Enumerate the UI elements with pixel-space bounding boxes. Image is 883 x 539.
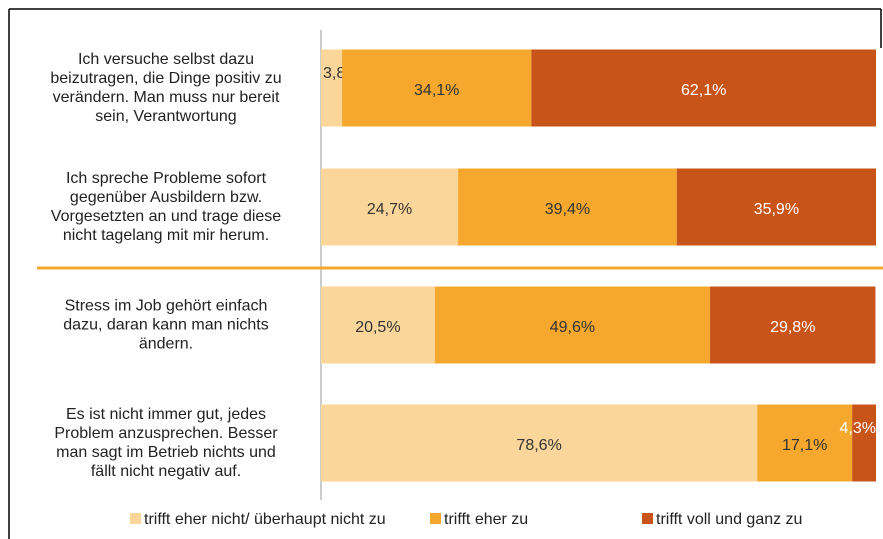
- value-label: 24,7%: [367, 201, 412, 218]
- value-label: 34,1%: [414, 82, 459, 99]
- category-label: Ich spreche Probleme sofort gegenüber Au…: [50, 170, 282, 244]
- value-label: 78,6%: [516, 437, 561, 454]
- value-label: 35,9%: [754, 201, 799, 218]
- legend-label: trifft eher nicht/ überhaupt nicht zu: [144, 511, 386, 528]
- bar-segment: [321, 404, 758, 482]
- value-label: 20,5%: [355, 319, 400, 336]
- category-label: Es ist nicht immer gut, jedes Problem an…: [54, 406, 278, 480]
- legend-swatch: [642, 513, 653, 524]
- value-label: 4,3%: [840, 420, 876, 437]
- bar-segment: [321, 49, 343, 127]
- legend-label: trifft eher zu: [444, 511, 528, 528]
- bar-segment: [434, 286, 711, 364]
- bar-segment: [342, 49, 532, 127]
- value-label: 62,1%: [681, 82, 726, 99]
- bar-segment: [757, 404, 853, 482]
- legend-swatch: [430, 513, 441, 524]
- bar-segment: [676, 168, 876, 246]
- category-label: Ich versuche selbst dazu beizutragen, di…: [50, 51, 282, 125]
- value-label: 17,1%: [782, 437, 827, 454]
- bar-segment: [321, 286, 435, 364]
- value-label: 29,8%: [770, 319, 815, 336]
- value-label: 39,4%: [545, 201, 590, 218]
- value-label: 49,6%: [550, 319, 595, 336]
- bar-segment: [321, 168, 459, 246]
- category-label: Stress im Job gehört einfach dazu, daran…: [63, 297, 269, 353]
- bar-segment: [852, 404, 876, 482]
- bar-segment: [531, 49, 876, 127]
- bar-segment: [710, 286, 876, 364]
- bar-segment: [458, 168, 677, 246]
- legend-label: trifft voll und ganz zu: [656, 511, 802, 528]
- legend-swatch: [130, 513, 141, 524]
